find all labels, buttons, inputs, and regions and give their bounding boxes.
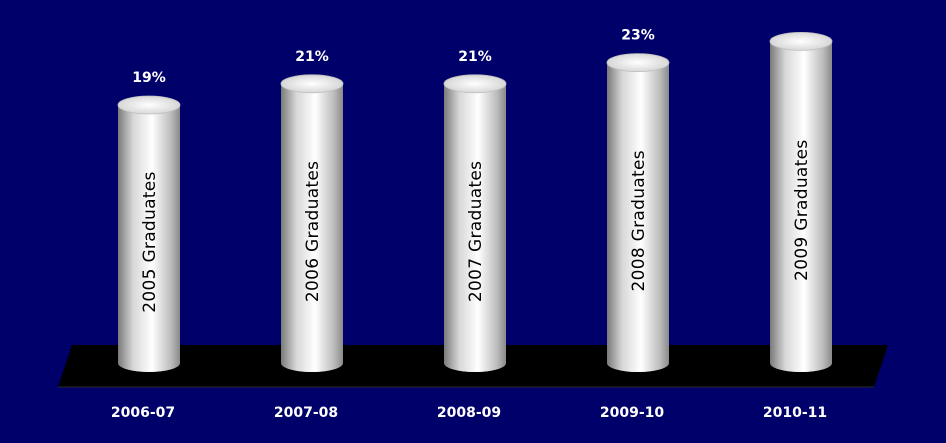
- bar-group: 2007 Graduates 21% 2008-09: [437, 49, 507, 421]
- bar-bottom-curve: [607, 363, 669, 372]
- bar: [770, 41, 832, 364]
- bar-group: 2009 Graduates 2010-11: [763, 32, 833, 421]
- bar-group: 2005 Graduates 19% 2006-07: [111, 70, 181, 421]
- x-tick-label: 2007-08: [274, 405, 338, 421]
- bar: [607, 62, 669, 363]
- bar-bottom-curve: [444, 363, 506, 372]
- bar-top: [606, 53, 670, 72]
- data-label: 23%: [621, 28, 655, 44]
- bar-inner-label: 2005 Graduates: [140, 171, 160, 312]
- data-label: 21%: [458, 49, 492, 65]
- bar: [444, 83, 506, 364]
- bar-top: [443, 74, 507, 94]
- bars-layer: 2005 Graduates 19% 2006-07 2006 Graduates 21…: [111, 28, 833, 421]
- x-tick-label: 2006-07: [111, 405, 175, 421]
- bar-bottom-curve: [281, 363, 343, 372]
- x-tick-label: 2010-11: [763, 405, 827, 421]
- x-tick-label: 2008-09: [437, 405, 501, 421]
- bar-inner-label: 2009 Graduates: [792, 139, 812, 280]
- bar: [118, 105, 180, 363]
- bar-top: [769, 32, 833, 51]
- bar-inner-label: 2008 Graduates: [629, 150, 649, 291]
- bar-inner-label: 2007 Graduates: [466, 161, 486, 302]
- bar-bottom-curve: [118, 363, 180, 372]
- bar-top: [117, 95, 181, 115]
- bar-group: 2006 Graduates 21% 2007-08: [274, 49, 344, 421]
- bar-group: 2008 Graduates 23% 2009-10: [600, 28, 670, 421]
- data-label: 19%: [132, 70, 166, 86]
- bar-inner-label: 2006 Graduates: [303, 161, 323, 302]
- bar: [281, 83, 343, 364]
- bar-top: [280, 74, 344, 94]
- data-label: 21%: [295, 49, 329, 65]
- x-tick-label: 2009-10: [600, 405, 665, 421]
- bar-bottom-curve: [770, 363, 832, 372]
